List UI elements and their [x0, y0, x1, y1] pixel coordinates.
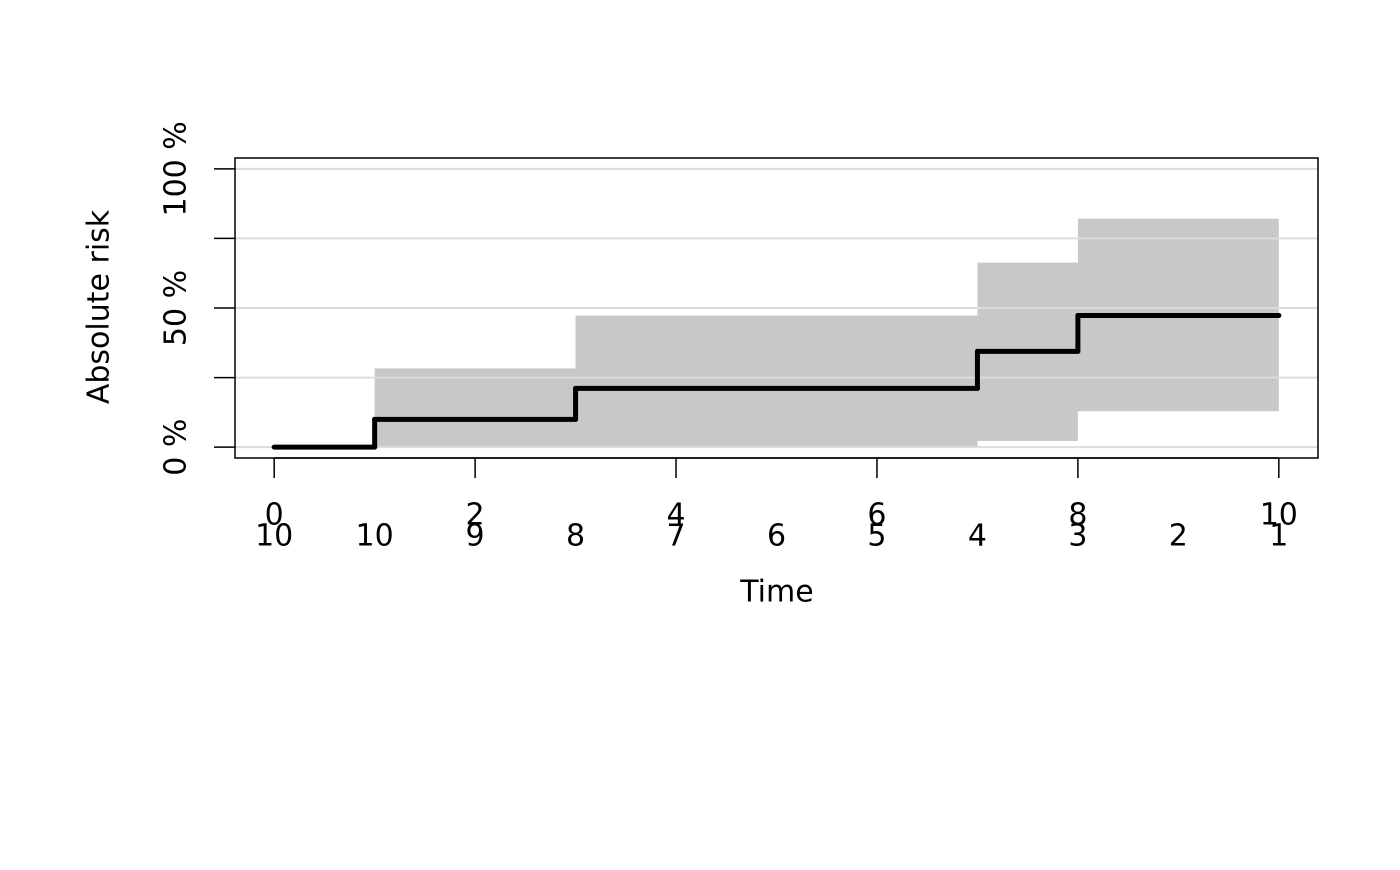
confidence-band: [575, 315, 978, 448]
y-axis-label: Absolute risk: [82, 209, 117, 404]
at-risk-count: 8: [566, 519, 585, 554]
at-risk-count: 5: [867, 519, 886, 554]
y-tick-label: 50 %: [159, 270, 194, 346]
x-tick-label: 2: [466, 498, 485, 533]
x-tick-label: 6: [867, 498, 886, 533]
at-risk-count: 10: [356, 519, 394, 554]
x-tick-label: 0: [265, 498, 284, 533]
x-tick-label: 10: [1260, 498, 1298, 533]
y-tick-label: 100 %: [159, 121, 194, 216]
at-risk-count: 1: [1269, 519, 1288, 554]
x-tick-label: 4: [666, 498, 685, 533]
x-axis-label: Time: [739, 575, 813, 610]
x-tick-label: 8: [1068, 498, 1087, 533]
at-risk-count: 9: [466, 519, 485, 554]
confidence-band: [374, 368, 576, 448]
at-risk-count: 4: [968, 519, 987, 554]
at-risk-count: 10: [255, 519, 293, 554]
at-risk-count: 3: [1068, 519, 1087, 554]
at-risk-count: 2: [1169, 519, 1188, 554]
at-risk-count: 7: [666, 519, 685, 554]
y-tick-label: 0 %: [159, 419, 194, 476]
at-risk-count: 6: [767, 519, 786, 554]
